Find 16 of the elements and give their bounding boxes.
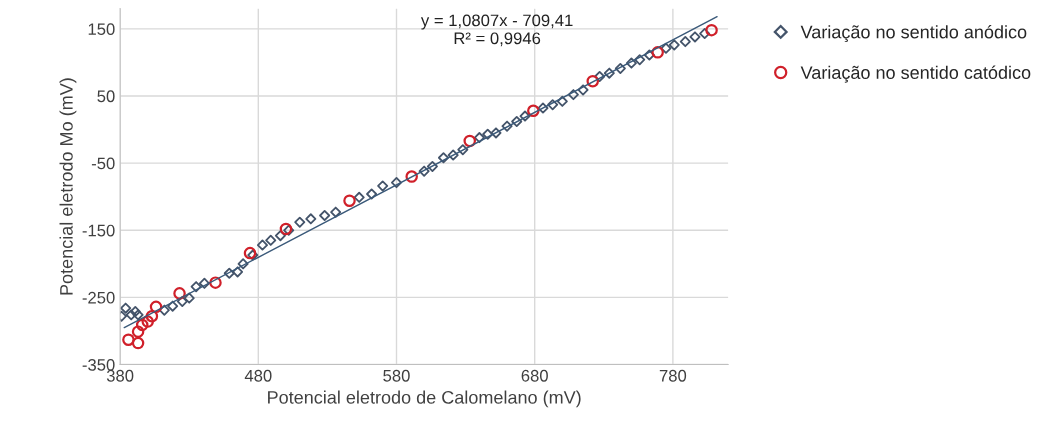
legend-label: Variação no sentido anódico [800, 24, 1027, 43]
x-tick-label: 580 [383, 369, 410, 382]
x-tick-label: 380 [106, 369, 134, 382]
y-axis-title: Potencial eletrodo Mo (mV) [59, 78, 77, 295]
y-tick-label: -50 [91, 157, 115, 170]
x-tick-label: 480 [244, 369, 272, 382]
x-tick-label: 680 [521, 369, 548, 382]
annotation: y = 1,0807x - 709,41 R² = 0,9946 [420, 14, 573, 47]
x-axis-title: Potencial eletrodo de Calomelano (mV) [268, 390, 581, 408]
legend-label: Variação no sentido catódico [800, 65, 1031, 83]
y-tick-label: 150 [88, 23, 115, 36]
y-tick-label: -250 [82, 291, 115, 304]
y-tick-label: -150 [82, 224, 115, 237]
x-tick-label: 780 [659, 369, 687, 382]
y-tick-label: -350 [82, 358, 115, 371]
y-tick-label: 50 [97, 90, 115, 103]
